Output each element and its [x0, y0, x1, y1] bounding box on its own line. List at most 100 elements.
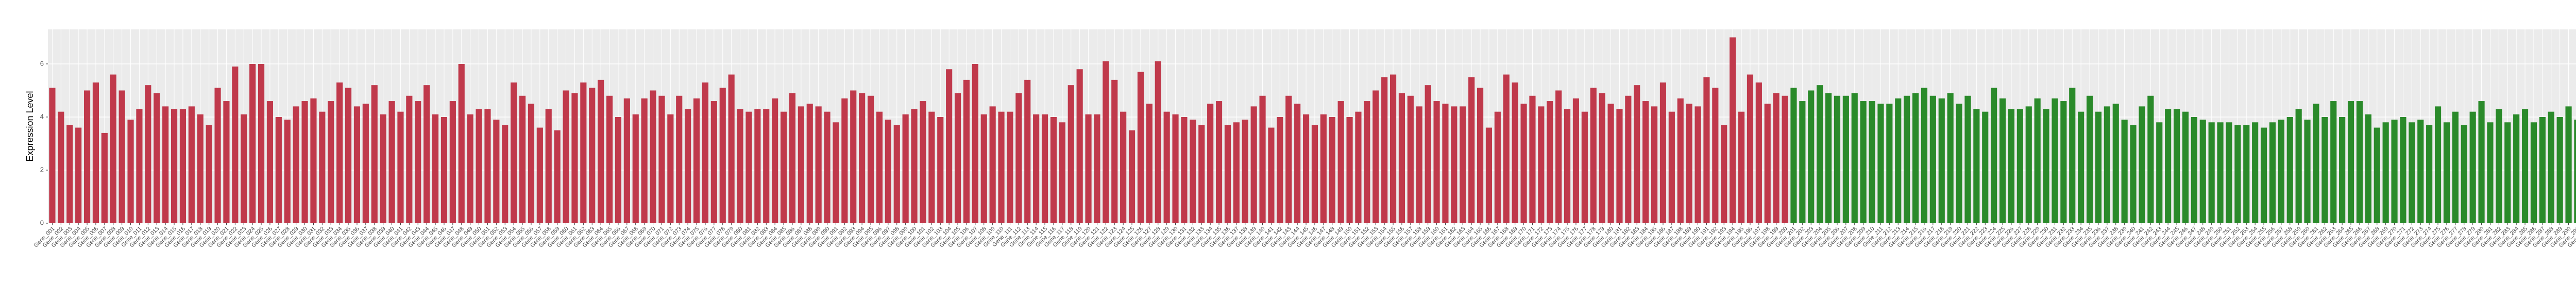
bar — [345, 88, 352, 223]
bar — [1712, 88, 1719, 223]
bar — [101, 132, 108, 223]
bar — [2391, 120, 2398, 223]
bar — [319, 111, 326, 223]
bar — [1128, 130, 1136, 223]
bar — [806, 104, 813, 223]
bar — [1277, 117, 1283, 223]
bar — [1294, 104, 1301, 223]
bar — [1938, 98, 1945, 223]
bar — [2025, 106, 2032, 223]
bar — [2130, 125, 2137, 223]
y-axis-label: Expression Level — [25, 91, 35, 161]
bar — [989, 106, 996, 223]
bar — [92, 82, 99, 223]
bar — [1224, 125, 1231, 223]
bar — [1730, 37, 1736, 223]
bar — [2173, 109, 2180, 223]
bar — [2365, 114, 2371, 223]
bar — [206, 125, 212, 223]
bar — [2469, 111, 2476, 223]
bar — [1991, 88, 1997, 223]
bar — [2095, 111, 2102, 223]
bar — [745, 111, 752, 223]
bar — [1407, 95, 1414, 223]
bar — [1198, 125, 1205, 223]
bar — [946, 69, 953, 224]
bar — [841, 98, 848, 223]
bar — [1904, 95, 1910, 223]
bar — [658, 95, 665, 223]
bar — [1782, 95, 1788, 223]
bar — [110, 74, 116, 223]
bar — [2321, 117, 2328, 223]
bar — [1642, 101, 1649, 223]
bar — [1094, 114, 1100, 223]
bar — [1364, 101, 1370, 223]
bar — [2147, 95, 2154, 223]
bar — [1163, 111, 1170, 223]
bar — [1146, 104, 1153, 223]
y-tick-label: 6 — [40, 59, 44, 67]
bar — [798, 106, 804, 223]
bar — [1355, 111, 1362, 223]
bar — [528, 104, 535, 223]
bar — [1120, 111, 1127, 223]
bar — [301, 101, 308, 223]
bar — [1659, 82, 1667, 223]
bar — [118, 90, 125, 223]
bar — [1686, 104, 1692, 223]
bar — [1155, 61, 1161, 223]
bar — [1529, 95, 1536, 223]
bar — [867, 95, 874, 223]
bar — [1808, 90, 1815, 223]
bar — [710, 101, 717, 223]
bar — [1268, 127, 1275, 223]
bar — [623, 98, 630, 223]
bar — [2521, 109, 2529, 223]
bar — [293, 106, 299, 223]
bar — [1842, 95, 1849, 223]
bar — [467, 114, 473, 223]
bar — [415, 101, 421, 223]
bar — [2034, 98, 2041, 223]
bar — [1590, 88, 1597, 223]
bar — [1425, 85, 1431, 224]
bar — [728, 74, 735, 223]
bar — [693, 98, 700, 223]
bar — [2478, 101, 2485, 223]
bar — [1547, 101, 1553, 223]
bar — [2487, 122, 2494, 223]
bar — [171, 109, 178, 223]
bar — [2086, 95, 2093, 223]
bar — [772, 98, 778, 223]
bar — [2452, 111, 2459, 223]
bar — [650, 90, 656, 223]
bar — [284, 120, 291, 223]
bar — [589, 88, 596, 223]
bar — [2112, 104, 2119, 223]
bar — [1512, 82, 1518, 223]
bar — [1311, 125, 1318, 223]
bar — [1607, 104, 1614, 223]
bar — [2574, 120, 2576, 223]
bar — [2496, 109, 2502, 223]
bar — [1929, 95, 1936, 223]
bar — [702, 82, 709, 223]
bar — [2434, 106, 2442, 223]
bar — [388, 101, 395, 223]
bar — [1877, 104, 1884, 223]
bar — [1050, 117, 1057, 223]
bar — [2252, 122, 2259, 223]
bar — [824, 111, 831, 223]
bar — [145, 85, 151, 224]
bar — [1817, 85, 1823, 224]
bar — [1076, 69, 1083, 224]
bar — [1285, 95, 1292, 223]
bar — [440, 117, 448, 223]
bar — [789, 93, 796, 223]
bar — [449, 101, 456, 223]
bar — [580, 82, 587, 223]
bar — [66, 125, 73, 223]
bar — [2400, 117, 2406, 223]
bar — [1242, 120, 1248, 223]
